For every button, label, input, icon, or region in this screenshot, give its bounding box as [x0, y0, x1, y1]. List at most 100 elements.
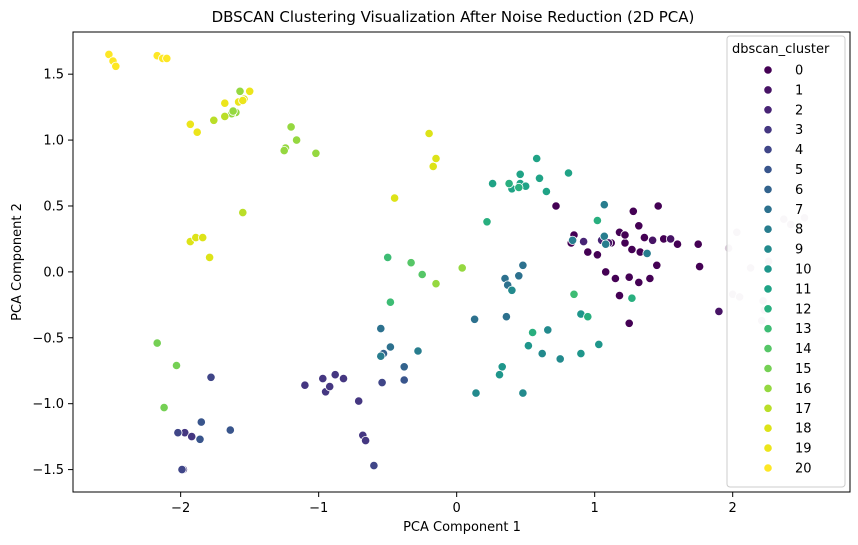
y-tick-label: 0.0 — [43, 265, 64, 280]
point-cluster-15 — [152, 338, 162, 348]
legend-marker-3 — [763, 125, 773, 135]
point-cluster-16 — [279, 146, 289, 156]
legend-label-16: 16 — [795, 382, 812, 397]
point-cluster-4 — [369, 460, 379, 471]
point-cluster-18 — [428, 161, 438, 171]
point-cluster-1 — [665, 234, 676, 244]
legend-marker-8 — [763, 224, 773, 234]
point-cluster-14 — [417, 269, 427, 280]
point-cluster-11 — [515, 169, 525, 179]
point-cluster-3 — [318, 373, 328, 384]
point-cluster-0 — [624, 272, 634, 282]
point-cluster-0 — [624, 318, 634, 328]
point-cluster-3 — [330, 370, 340, 380]
point-cluster-6 — [399, 362, 409, 372]
point-cluster-8 — [413, 346, 423, 356]
point-cluster-16 — [291, 135, 302, 145]
point-cluster-8 — [601, 239, 611, 249]
point-cluster-20 — [162, 53, 172, 64]
point-cluster-11 — [534, 173, 545, 183]
legend-marker-11 — [763, 284, 773, 294]
point-cluster-18 — [389, 193, 400, 203]
point-cluster-9 — [471, 388, 481, 398]
y-tick-label: −0.5 — [32, 331, 64, 346]
legend-marker-20 — [763, 463, 773, 473]
legend-marker-17 — [763, 403, 773, 413]
legend-marker-0 — [763, 65, 773, 75]
legend-label-0: 0 — [795, 64, 803, 79]
point-cluster-15 — [159, 402, 169, 413]
legend-marker-13 — [763, 324, 773, 334]
legend-label-4: 4 — [795, 143, 803, 158]
point-cluster-11 — [487, 179, 498, 189]
point-cluster-4 — [177, 464, 187, 475]
point-cluster-0 — [694, 261, 705, 272]
point-cluster-18 — [205, 252, 215, 262]
point-cluster-7 — [514, 271, 524, 281]
point-cluster-5 — [196, 417, 206, 427]
point-cluster-18 — [424, 128, 434, 139]
point-cluster-7 — [469, 314, 480, 324]
point-cluster-10 — [497, 362, 507, 372]
point-cluster-19 — [192, 127, 202, 137]
point-cluster-12 — [482, 217, 492, 227]
legend-marker-12 — [763, 304, 773, 314]
point-cluster-3 — [354, 396, 364, 406]
y-tick-label: 1.0 — [43, 134, 64, 149]
legend-marker-6 — [763, 184, 773, 194]
legend-marker-16 — [763, 383, 773, 393]
legend-label-14: 14 — [795, 342, 812, 357]
chart-title: DBSCAN Clustering Visualization After No… — [212, 8, 695, 26]
point-cluster-20 — [111, 61, 121, 71]
y-tick-label: −1.5 — [32, 463, 64, 478]
legend-label-20: 20 — [795, 462, 812, 477]
point-cluster-16 — [457, 263, 467, 273]
x-tick-label: 2 — [729, 501, 737, 516]
x-tick-label: −1 — [309, 501, 328, 516]
point-cluster-10 — [523, 341, 534, 351]
point-cluster-16 — [431, 279, 441, 289]
legend-label-2: 2 — [795, 103, 803, 118]
point-cluster-4 — [173, 428, 183, 438]
point-cluster-4 — [377, 377, 387, 388]
point-cluster-8 — [567, 235, 578, 245]
legend-title: dbscan_cluster — [732, 42, 830, 57]
legend-marker-14 — [763, 343, 773, 354]
point-cluster-5 — [225, 425, 235, 435]
point-cluster-0 — [693, 239, 703, 249]
point-cluster-4 — [206, 372, 216, 382]
legend-box — [726, 35, 846, 488]
y-tick-label: 0.5 — [43, 199, 64, 214]
legend-marker-1 — [763, 85, 773, 95]
point-cluster-10 — [494, 370, 505, 380]
legend-label-1: 1 — [795, 83, 803, 98]
point-cluster-0 — [634, 277, 644, 287]
point-cluster-20 — [104, 49, 114, 60]
point-cluster-0 — [653, 201, 663, 211]
legend-marker-5 — [763, 164, 773, 175]
point-cluster-12 — [583, 312, 593, 322]
point-cluster-7 — [501, 312, 511, 322]
point-cluster-13 — [383, 252, 393, 262]
y-tick-label: 1.5 — [43, 68, 64, 83]
point-cluster-3 — [338, 373, 349, 384]
y-axis-label: PCA Component 2 — [10, 203, 25, 321]
legend-label-12: 12 — [795, 302, 812, 317]
point-cluster-2 — [578, 237, 589, 247]
legend-label-8: 8 — [795, 223, 803, 238]
point-cluster-15 — [171, 360, 182, 371]
point-cluster-13 — [569, 289, 579, 299]
point-cluster-0 — [601, 267, 611, 277]
x-tick-label: 0 — [453, 501, 461, 516]
point-cluster-19 — [220, 98, 230, 108]
point-cluster-10 — [576, 348, 586, 359]
point-cluster-19 — [238, 95, 248, 106]
point-cluster-0 — [672, 239, 683, 249]
legend-label-17: 17 — [795, 402, 812, 417]
point-cluster-12 — [504, 179, 514, 189]
point-cluster-0 — [614, 290, 625, 301]
ticks-layer: −2 −1 0 1 2 −1.5 −1.0 −0.5 0.0 0.5 1.0 1.5 — [32, 68, 736, 516]
y-tick-label: −1.0 — [32, 397, 64, 412]
legend-marker-9 — [763, 244, 773, 254]
